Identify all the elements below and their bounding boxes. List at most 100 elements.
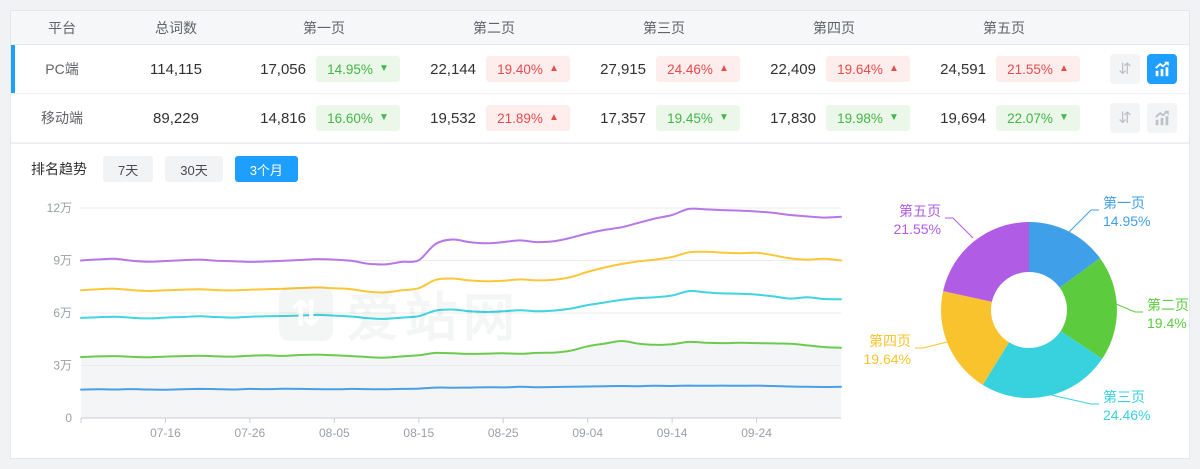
trend-arrow-icon bbox=[549, 113, 559, 123]
page3-cell: 27,915 24.46% bbox=[579, 56, 749, 82]
page1-change-badge: 16.60% bbox=[316, 105, 400, 131]
donut-leader-line-3 bbox=[915, 341, 948, 349]
trend-arrow-icon bbox=[379, 64, 389, 74]
total-words-value: 89,229 bbox=[153, 109, 199, 127]
page1-cell: 17,056 14.95% bbox=[239, 56, 409, 82]
page1-count: 17,056 bbox=[260, 60, 306, 78]
table-row-pc[interactable]: PC端 114,115 17,056 14.95% 22,144 19.40% … bbox=[11, 45, 1189, 94]
trend-chart-button[interactable] bbox=[1147, 103, 1177, 133]
donut-chart-svg: 第一页 14.95% 第二页 19.4% 第三页 24.46% 第四页 19.64% 第五页 21… bbox=[864, 195, 1189, 423]
donut-label-pct-4: 21.55% bbox=[894, 221, 941, 237]
donut-slice-4 bbox=[943, 222, 1029, 302]
table-row-mobile[interactable]: 移动端 89,229 14,816 16.60% 19,532 21.89% 1… bbox=[11, 94, 1189, 143]
chart-icon bbox=[1155, 61, 1169, 77]
page5-change-badge: 21.55% bbox=[996, 56, 1080, 82]
donut-label-name-3: 第四页 bbox=[869, 333, 911, 349]
donut-label-pct-3: 19.64% bbox=[864, 351, 911, 367]
trend-arrow-icon bbox=[889, 113, 899, 123]
page5-change-badge: 22.07% bbox=[996, 105, 1080, 131]
donut-slice-1 bbox=[1059, 258, 1117, 359]
trend-section-title: 排名趋势 bbox=[31, 161, 87, 177]
donut-leader-line-4 bbox=[945, 217, 974, 239]
page2-count: 19,532 bbox=[430, 109, 476, 127]
donut-leader-line-0 bbox=[1067, 209, 1099, 234]
y-tick-label: 12万 bbox=[47, 201, 72, 215]
donut-slice-0 bbox=[1029, 222, 1100, 288]
y-tick-label: 9万 bbox=[53, 254, 72, 268]
tab-7-days[interactable]: 7天 bbox=[103, 156, 154, 182]
donut-slice-2 bbox=[982, 331, 1103, 399]
platform-label: 移动端 bbox=[41, 110, 83, 126]
trend-line-0 bbox=[80, 384, 842, 391]
header-page-4: 第四页 bbox=[813, 19, 855, 36]
donut-label-name-1: 第二页 bbox=[1147, 297, 1189, 313]
trend-line-2 bbox=[80, 289, 842, 320]
page1-cell: 14,816 16.60% bbox=[239, 105, 409, 131]
donut-label-name-2: 第三页 bbox=[1103, 389, 1145, 405]
page4-count: 22,409 bbox=[770, 60, 816, 78]
header-page-5: 第五页 bbox=[983, 19, 1025, 36]
table-header: 平台 总词数 第一页 第二页 第三页 第四页 第五页 bbox=[11, 11, 1189, 45]
donut-leader-line-2 bbox=[1046, 393, 1099, 405]
page3-count: 17,357 bbox=[600, 109, 646, 127]
x-tick-label: 09-14 bbox=[657, 426, 688, 440]
donut-label-name-0: 第一页 bbox=[1103, 195, 1145, 211]
page2-change-badge: 21.89% bbox=[486, 105, 570, 131]
trend-arrow-icon bbox=[379, 113, 389, 123]
x-tick-label: 09-04 bbox=[572, 426, 603, 440]
page2-change-badge: 19.40% bbox=[486, 56, 570, 82]
page5-count: 19,694 bbox=[940, 109, 986, 127]
trend-arrow-icon bbox=[889, 64, 899, 74]
tab-30-days[interactable]: 30天 bbox=[165, 156, 223, 182]
page4-cell: 22,409 19.64% bbox=[749, 56, 919, 82]
header-page-3: 第三页 bbox=[643, 19, 685, 36]
donut-label-pct-0: 14.95% bbox=[1103, 213, 1150, 229]
header-platform: 平台 bbox=[48, 19, 76, 36]
tab-3-months[interactable]: 3个月 bbox=[234, 156, 298, 182]
x-tick-label: 08-05 bbox=[319, 426, 350, 440]
page1-change-badge: 14.95% bbox=[316, 56, 400, 82]
donut-label-pct-2: 24.46% bbox=[1103, 407, 1150, 423]
trend-arrow-icon bbox=[549, 64, 559, 74]
page4-change-badge: 19.64% bbox=[826, 56, 910, 82]
page-share-donut-chart: 第一页 14.95% 第二页 19.4% 第三页 24.46% 第四页 19.64% 第五页 21… bbox=[861, 188, 1189, 455]
page5-cell: 24,591 21.55% bbox=[919, 56, 1089, 82]
donut-slice-3 bbox=[941, 291, 1009, 385]
page2-count: 22,144 bbox=[430, 60, 476, 78]
trend-line-chart: 0 3万 6万 9万 12万 07-16 07-26 08-05 08-15 08-25 09-04… bbox=[11, 188, 861, 455]
trend-line-3 bbox=[80, 250, 842, 294]
y-tick-label: 6万 bbox=[53, 306, 72, 320]
sort-arrows-icon: ⇵ bbox=[1118, 110, 1132, 127]
page2-cell: 22,144 19.40% bbox=[409, 56, 579, 82]
x-tick-label: 09-24 bbox=[741, 426, 772, 440]
header-page-2: 第二页 bbox=[473, 19, 515, 36]
chart-icon bbox=[1155, 110, 1169, 126]
trend-line-1 bbox=[80, 339, 842, 359]
trend-arrow-icon bbox=[719, 64, 729, 74]
header-page-1: 第一页 bbox=[303, 19, 345, 36]
x-tick-label: 07-16 bbox=[150, 426, 181, 440]
page3-cell: 17,357 19.45% bbox=[579, 105, 749, 131]
page4-change-badge: 19.98% bbox=[826, 105, 910, 131]
x-tick-label: 08-15 bbox=[403, 426, 434, 440]
sort-button[interactable]: ⇵ bbox=[1110, 54, 1140, 84]
area-fill-1 bbox=[81, 341, 841, 418]
donut-leader-line-1 bbox=[1115, 303, 1143, 313]
page4-count: 17,830 bbox=[770, 109, 816, 127]
trend-arrow-icon bbox=[1059, 113, 1069, 123]
line-chart-svg: 0 3万 6万 9万 12万 07-16 07-26 08-05 08-15 08-25 09-04… bbox=[47, 201, 842, 440]
y-tick-label: 3万 bbox=[53, 359, 72, 373]
page1-count: 14,816 bbox=[260, 109, 306, 127]
page4-cell: 17,830 19.98% bbox=[749, 105, 919, 131]
keyword-rank-card: 平台 总词数 第一页 第二页 第三页 第四页 第五页 PC端 114,115 1… bbox=[10, 10, 1190, 459]
x-tick-label: 07-26 bbox=[235, 426, 266, 440]
page3-count: 27,915 bbox=[600, 60, 646, 78]
row-actions: ⇵ bbox=[1089, 54, 1189, 84]
row-actions: ⇵ bbox=[1089, 103, 1189, 133]
page2-cell: 19,532 21.89% bbox=[409, 105, 579, 131]
trend-chart-button[interactable] bbox=[1147, 54, 1177, 84]
platform-label: PC端 bbox=[45, 61, 79, 77]
header-total-words: 总词数 bbox=[155, 19, 197, 36]
sort-button[interactable]: ⇵ bbox=[1110, 103, 1140, 133]
total-words-value: 114,115 bbox=[150, 60, 202, 78]
